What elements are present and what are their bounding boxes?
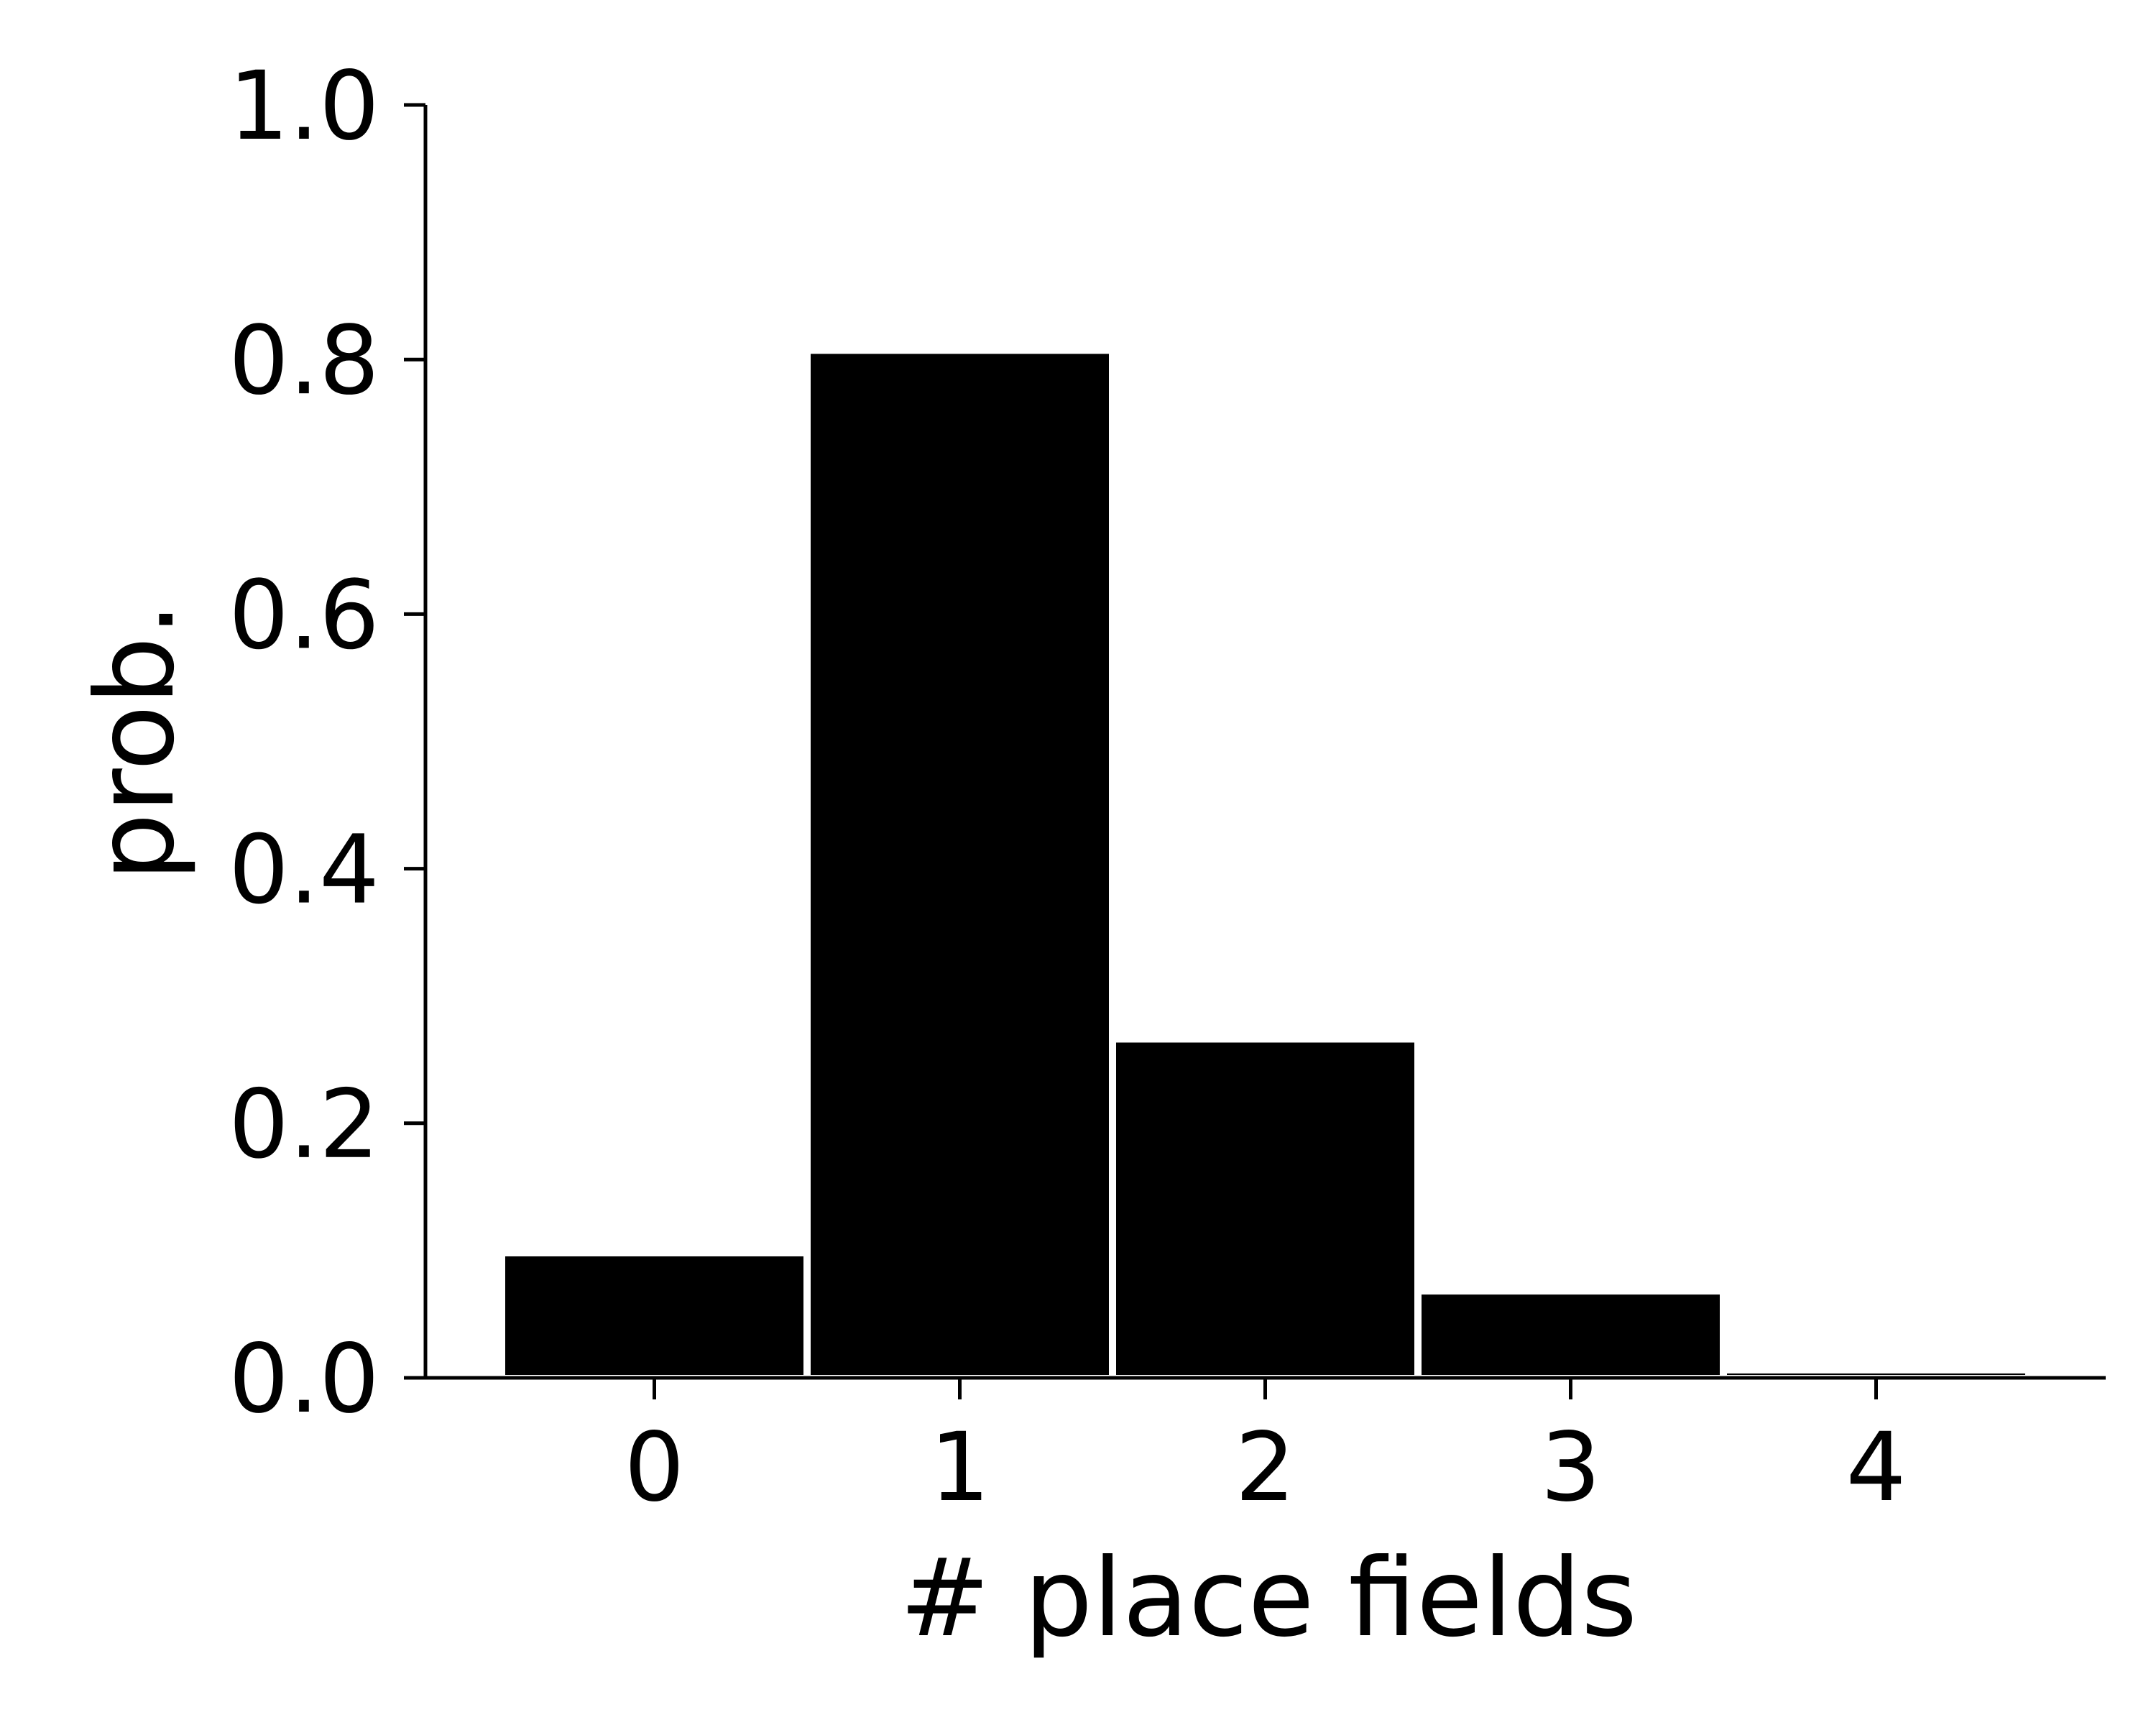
x-tick-label: 1	[930, 1412, 990, 1523]
x-tick-label: 0	[625, 1412, 685, 1523]
y-axis-label: prob.	[73, 602, 198, 881]
bar-0	[504, 1255, 805, 1376]
y-tick-label: 0.0	[229, 1324, 379, 1435]
y-tick-label: 0.6	[229, 560, 379, 671]
x-tick-label: 4	[1846, 1412, 1907, 1523]
y-tick-label: 0.2	[229, 1070, 379, 1180]
bars	[504, 352, 2027, 1377]
bar-2	[1115, 1041, 1416, 1376]
bar-3	[1420, 1293, 1721, 1376]
y-tick-label: 0.4	[229, 815, 379, 926]
bar-4	[1726, 1371, 2027, 1377]
x-axis-label: # place fields	[900, 1536, 1637, 1661]
y-tick-label: 0.8	[229, 305, 379, 416]
y-ticks: 0.0 0.2 0.4 0.6 0.8 1.0	[229, 51, 425, 1435]
y-tick-label: 1.0	[229, 51, 379, 162]
x-tick-label: 2	[1235, 1412, 1296, 1523]
x-tick-label: 3	[1541, 1412, 1601, 1523]
bar-1	[809, 352, 1110, 1376]
x-ticks: 0 1 2 3 4	[625, 1378, 1907, 1523]
